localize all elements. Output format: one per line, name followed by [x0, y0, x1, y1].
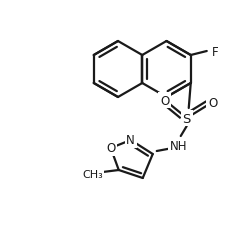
Text: N: N [126, 134, 135, 147]
Text: F: F [212, 45, 218, 58]
Text: S: S [183, 112, 191, 125]
Text: O: O [106, 142, 115, 155]
Text: CH₃: CH₃ [82, 169, 103, 179]
Text: NH: NH [170, 140, 187, 153]
Text: O: O [208, 96, 217, 109]
Text: O: O [160, 94, 169, 107]
